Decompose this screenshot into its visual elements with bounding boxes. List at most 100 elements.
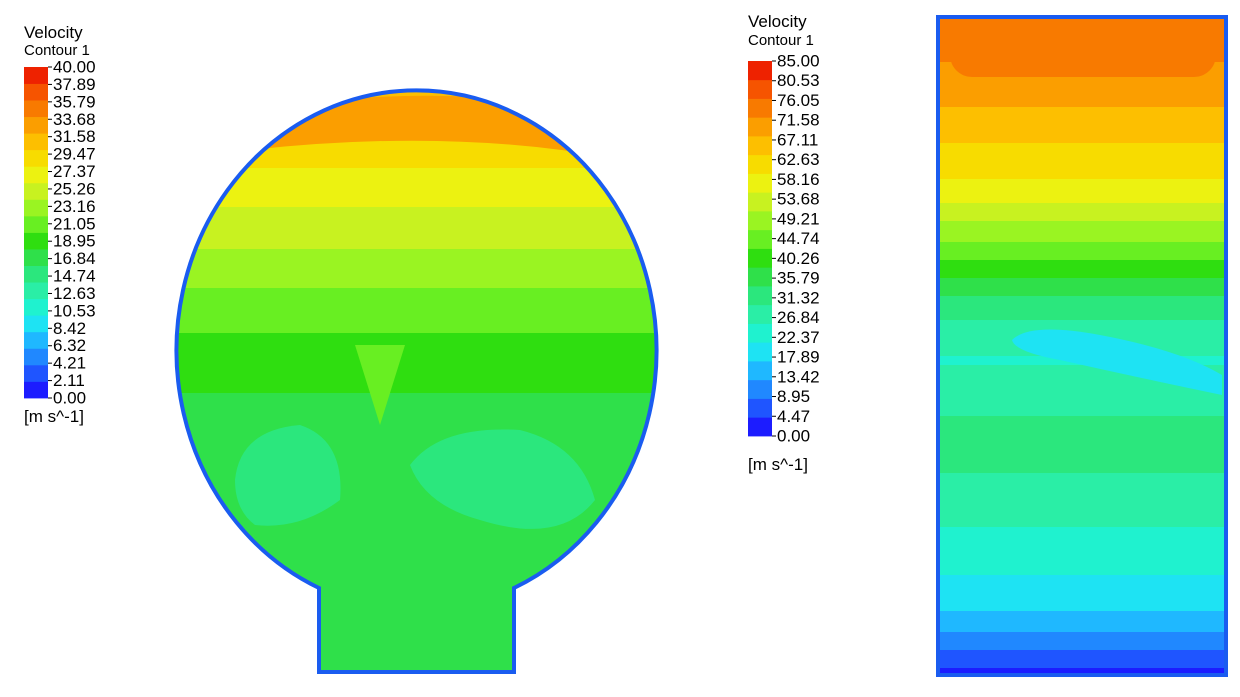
legend-1-tick-label: 6.32	[53, 336, 86, 355]
contour-cell	[176, 585, 657, 589]
legend-2-tick-label: 22.37	[777, 328, 820, 347]
contour-cell	[176, 444, 657, 448]
legend-2-tick-label: 44.74	[777, 229, 820, 248]
legend-1-swatch	[24, 348, 48, 366]
contour-cell	[120, 42, 720, 46]
contour-cell	[938, 377, 1226, 381]
contour-cell	[176, 252, 657, 256]
contour-cell	[176, 447, 657, 451]
contour-cell	[176, 453, 657, 457]
contour-cell	[120, 45, 720, 49]
contour-cell	[938, 134, 1226, 138]
contour-cell	[938, 482, 1226, 486]
contour-cell	[176, 489, 657, 493]
contour-cell	[176, 393, 657, 397]
contour-peak-region	[950, 22, 1216, 77]
legend-1-swatch	[24, 232, 48, 250]
contour-cell	[120, 66, 720, 70]
contour-cell	[176, 420, 657, 424]
contour-cell	[938, 626, 1226, 630]
contour-cell	[938, 191, 1226, 195]
contour-cell	[938, 272, 1226, 276]
contour-cell	[176, 540, 657, 544]
contour-cell	[938, 617, 1226, 621]
legend-2-swatch	[748, 304, 772, 324]
legend-2-swatch	[748, 61, 772, 81]
contour-cell	[938, 569, 1226, 573]
contour-cell	[938, 290, 1226, 294]
contour-cell	[938, 632, 1226, 636]
contour-cell	[938, 308, 1226, 312]
legend-1-swatch	[24, 149, 48, 167]
contour-cell	[938, 329, 1226, 333]
contour-cell	[938, 458, 1226, 462]
contour-cell	[176, 564, 657, 568]
contour-cell	[938, 425, 1226, 429]
contour-boundary-2	[936, 15, 1228, 677]
legend-1-swatch	[24, 116, 48, 134]
contour-cell	[938, 224, 1226, 228]
contour-cell	[938, 527, 1226, 531]
contour-cell	[120, 51, 720, 55]
contour-cell	[938, 443, 1226, 447]
contour-cell	[938, 455, 1226, 459]
contour-cell	[938, 323, 1226, 327]
contour-cell	[938, 608, 1226, 612]
contour-cell	[938, 194, 1226, 198]
legend-1-swatch	[24, 315, 48, 333]
legend-2-swatch	[748, 98, 772, 118]
contour-cell	[938, 167, 1226, 171]
contour-cell	[176, 168, 657, 172]
contour-cell	[938, 281, 1226, 285]
contour-cell	[176, 249, 657, 253]
contour-cell	[176, 306, 657, 310]
contour-cell	[938, 536, 1226, 540]
legend-1-swatch	[24, 249, 48, 266]
contour-cell	[938, 623, 1226, 627]
contour-cell	[938, 314, 1226, 318]
contour-cell	[938, 560, 1226, 564]
legend-1-tick-label: 27.37	[53, 162, 96, 181]
contour-cell	[176, 186, 657, 190]
contour-cell	[938, 248, 1226, 252]
contour-cell	[176, 276, 657, 280]
contour-cell	[938, 572, 1226, 576]
contour-cell	[176, 177, 657, 181]
contour-cell	[176, 291, 657, 295]
contour-cell	[938, 320, 1226, 324]
contour-cell	[938, 539, 1226, 543]
contour-cell	[938, 629, 1226, 633]
contour-cell	[176, 327, 657, 331]
contour-cell	[938, 644, 1226, 648]
legend-1-swatch	[24, 182, 48, 200]
contour-cell	[176, 147, 657, 151]
contour-cell	[938, 113, 1226, 117]
contour-cell	[176, 525, 657, 529]
contour-cell	[176, 531, 657, 535]
contour-cell	[120, 30, 720, 34]
contour-low-region	[1012, 329, 1222, 395]
contour-cell	[938, 98, 1226, 102]
contour-cell	[176, 510, 657, 514]
contour-cell	[938, 365, 1226, 369]
legend-2-tick-label: 53.68	[777, 190, 820, 209]
contour-cell	[938, 380, 1226, 384]
contour-cell	[938, 257, 1226, 261]
legend-2-tick-label: 40.26	[777, 249, 820, 268]
contour-cell	[176, 666, 657, 670]
contour-cell	[176, 645, 657, 649]
contour-cell	[938, 245, 1226, 249]
contour-cell	[176, 375, 657, 379]
contour-cell	[176, 189, 657, 193]
contour-cell	[176, 372, 657, 376]
contour-cell	[938, 182, 1226, 186]
contour-cell	[938, 557, 1226, 561]
legend-1-swatch	[24, 166, 48, 184]
contour-cell	[938, 521, 1226, 525]
contour-cell	[176, 609, 657, 613]
contour-cell	[938, 83, 1226, 87]
contour-cell	[176, 282, 657, 286]
contour-cell	[176, 498, 657, 502]
